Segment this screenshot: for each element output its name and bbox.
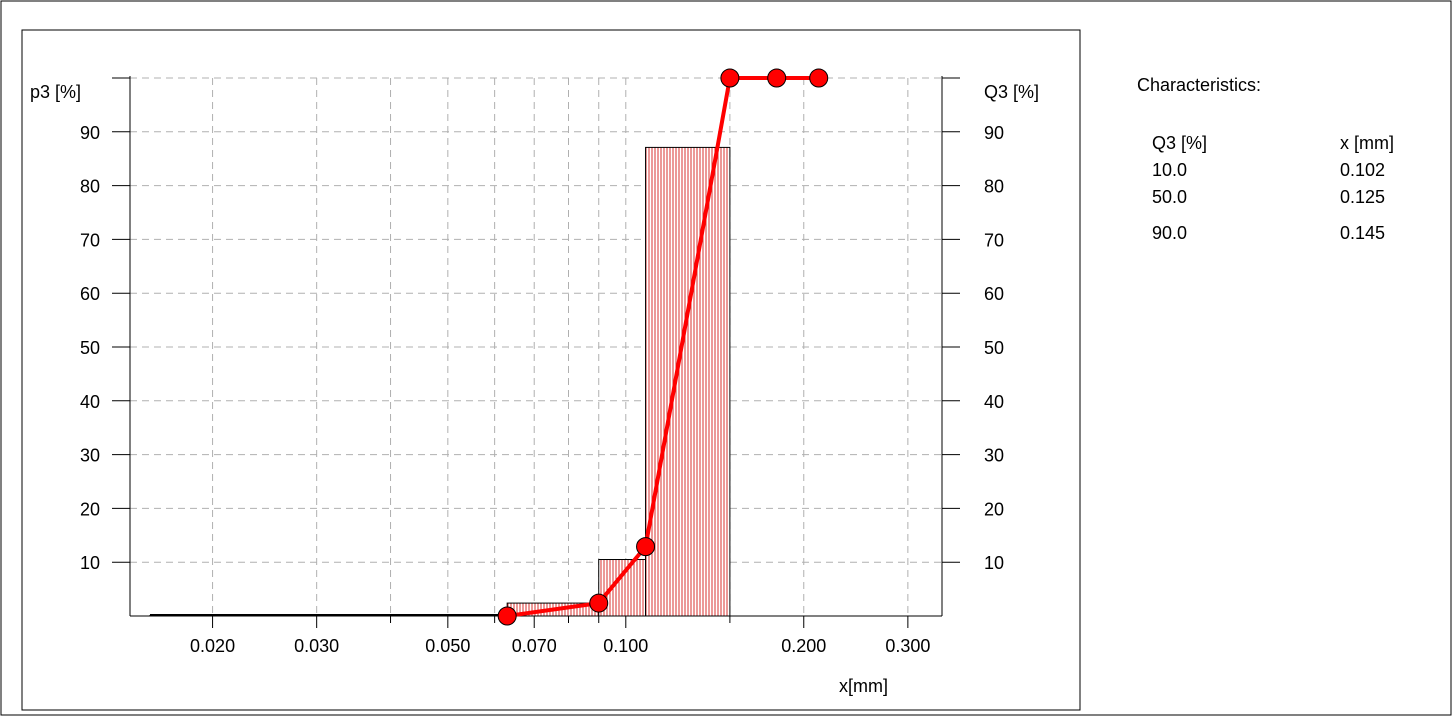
- q3-point: [720, 68, 740, 88]
- characteristics-q3-value: 50.0: [1152, 187, 1187, 207]
- characteristics-q3-value: 10.0: [1152, 160, 1187, 180]
- characteristics-title: Characteristics:: [1137, 75, 1261, 95]
- y-tick-label-left: 20: [80, 499, 100, 519]
- y-tick-label-right: 70: [984, 230, 1004, 250]
- characteristics-x-value: 0.125: [1340, 187, 1385, 207]
- y-tick-label-right: 10: [984, 553, 1004, 573]
- y-tick-label-right: 50: [984, 338, 1004, 358]
- axes: 10 10 20 20 30 30 40 40 50 50 60 60 70 70 80 80 90 90 0.02…: [80, 76, 1004, 656]
- y-tick-label-right: 90: [984, 123, 1004, 143]
- x-tick-label: 0.200: [781, 636, 826, 656]
- histogram-bar: [645, 146, 731, 617]
- x-tick-label: 0.050: [425, 636, 470, 656]
- y-tick-label-left: 50: [80, 338, 100, 358]
- left-axis-label: p3 [%]: [30, 82, 81, 102]
- characteristics-panel: Characteristics: Q3 [%] x [mm] 10.0 0.10…: [1137, 75, 1394, 243]
- x-tick-label: 0.030: [294, 636, 339, 656]
- y-tick-label-left: 10: [80, 553, 100, 573]
- characteristics-x-value: 0.102: [1340, 160, 1385, 180]
- x-tick-label: 0.300: [885, 636, 930, 656]
- characteristics-q3-value: 90.0: [1152, 223, 1187, 243]
- y-tick-label-left: 60: [80, 284, 100, 304]
- q3-point: [636, 537, 656, 557]
- q3-point: [589, 593, 609, 613]
- characteristics-x-value: 0.145: [1340, 223, 1385, 243]
- q3-point: [767, 68, 787, 88]
- x-tick-label: 0.100: [603, 636, 648, 656]
- q3-point: [497, 606, 517, 626]
- y-tick-label-left: 40: [80, 392, 100, 412]
- chart-border: [21, 29, 1081, 711]
- grid-lines: [130, 77, 942, 616]
- y-tick-label-right: 30: [984, 446, 1004, 466]
- y-tick-label-left: 80: [80, 177, 100, 197]
- x-tick-label: 0.070: [512, 636, 557, 656]
- right-axis-label: Q3 [%]: [984, 82, 1039, 102]
- y-tick-label-right: 40: [984, 392, 1004, 412]
- q3-curve: [497, 68, 829, 626]
- y-tick-label-right: 80: [984, 177, 1004, 197]
- y-tick-label-left: 70: [80, 230, 100, 250]
- y-tick-label-right: 60: [984, 284, 1004, 304]
- y-tick-label-left: 30: [80, 446, 100, 466]
- characteristics-col-x: x [mm]: [1340, 133, 1394, 153]
- y-tick-label-right: 20: [984, 499, 1004, 519]
- characteristics-col-q3: Q3 [%]: [1152, 133, 1207, 153]
- x-axis-label: x[mm]: [839, 676, 888, 696]
- y-tick-label-left: 90: [80, 123, 100, 143]
- q3-point: [809, 68, 829, 88]
- x-tick-label: 0.020: [190, 636, 235, 656]
